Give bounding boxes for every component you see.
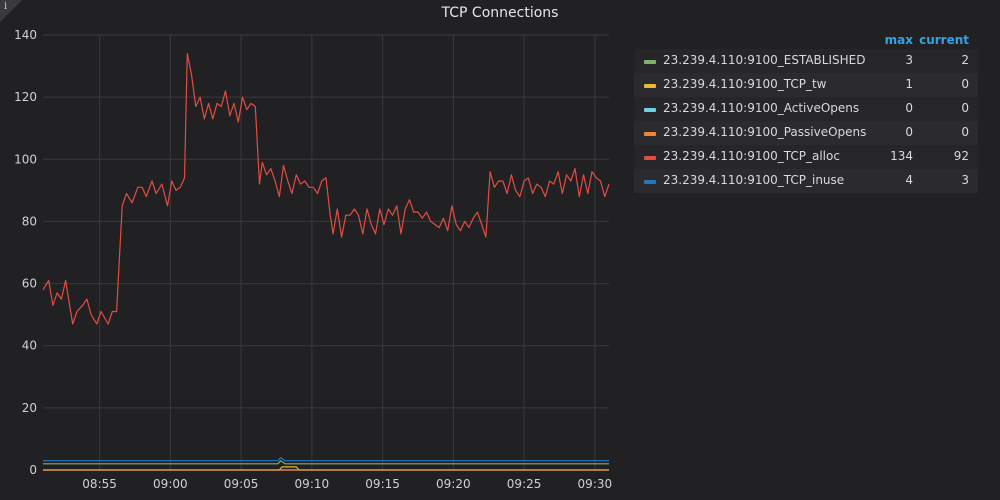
legend-current-value: 92 [953, 149, 969, 163]
legend-current-value: 0 [961, 77, 969, 91]
y-tick-label: 20 [22, 401, 37, 415]
legend-max-value: 3 [905, 53, 913, 67]
legend-header: max current [634, 31, 978, 49]
panel-info-corner[interactable] [0, 0, 22, 22]
legend-swatch[interactable] [644, 108, 656, 112]
legend-item[interactable]: 23.239.4.110:9100_TCP_inuse 4 3 [634, 169, 978, 193]
y-tick-label: 80 [22, 214, 37, 228]
x-tick-label: 09:30 [578, 477, 613, 491]
legend: max current 23.239.4.110:9100_ESTABLISHE… [634, 31, 978, 193]
legend-item[interactable]: 23.239.4.110:9100_TCP_tw 1 0 [634, 73, 978, 97]
legend-item[interactable]: 23.239.4.110:9100_TCP_alloc 134 92 [634, 145, 978, 169]
legend-series-name[interactable]: 23.239.4.110:9100_TCP_inuse [663, 173, 845, 187]
x-tick-label: 09:05 [224, 477, 259, 491]
legend-max-value: 1 [905, 77, 913, 91]
legend-series-name[interactable]: 23.239.4.110:9100_TCP_alloc [663, 149, 840, 163]
legend-swatch[interactable] [644, 132, 656, 136]
x-tick-label: 09:20 [436, 477, 471, 491]
legend-series-name[interactable]: 23.239.4.110:9100_TCP_tw [663, 77, 827, 91]
series-line-6 [43, 457, 609, 462]
series-line-5 [42, 53, 610, 325]
info-icon[interactable]: i [4, 1, 8, 12]
legend-header-max[interactable]: max [884, 33, 913, 47]
legend-series-name[interactable]: 23.239.4.110:9100_ActiveOpens [663, 101, 860, 115]
legend-max-value: 134 [890, 149, 913, 163]
panel-title: TCP Connections [441, 5, 559, 21]
x-tick-label: 08:55 [82, 477, 117, 491]
legend-swatch[interactable] [644, 156, 656, 160]
legend-current-value: 3 [961, 173, 969, 187]
y-tick-label: 140 [14, 28, 37, 42]
y-tick-label: 100 [14, 152, 37, 166]
y-tick-label: 120 [14, 90, 37, 104]
legend-current-value: 0 [961, 101, 969, 115]
legend-current-value: 2 [961, 53, 969, 67]
line-chart: 0 20 40 60 80 100 120 140 08:55 09:00 09:05 09:10 09… [14, 28, 613, 491]
legend-max-value: 0 [905, 101, 913, 115]
legend-item[interactable]: 23.239.4.110:9100_PassiveOpens 0 0 [634, 121, 978, 145]
x-tick-label: 09:10 [295, 477, 330, 491]
legend-header-current[interactable]: current [919, 33, 969, 47]
legend-item[interactable]: 23.239.4.110:9100_ActiveOpens 0 0 [634, 97, 978, 121]
x-tick-label: 09:25 [507, 477, 542, 491]
legend-max-value: 4 [905, 173, 913, 187]
x-tick-label: 09:15 [365, 477, 400, 491]
legend-item[interactable]: 23.239.4.110:9100_ESTABLISHED 3 2 [634, 49, 978, 73]
legend-series-name[interactable]: 23.239.4.110:9100_PassiveOpens [663, 125, 867, 139]
legend-max-value: 0 [905, 125, 913, 139]
legend-current-value: 0 [961, 125, 969, 139]
y-tick-label: 40 [22, 339, 37, 353]
y-tick-label: 60 [22, 277, 37, 291]
legend-swatch[interactable] [644, 60, 656, 64]
x-tick-label: 09:00 [153, 477, 188, 491]
legend-rows: 23.239.4.110:9100_ESTABLISHED 3 2 23.239.4.… [634, 49, 978, 193]
legend-swatch[interactable] [644, 180, 656, 184]
legend-series-name[interactable]: 23.239.4.110:9100_ESTABLISHED [663, 53, 866, 67]
y-tick-label: 0 [29, 463, 37, 477]
legend-swatch[interactable] [644, 84, 656, 88]
series-line-1 [43, 460, 609, 465]
